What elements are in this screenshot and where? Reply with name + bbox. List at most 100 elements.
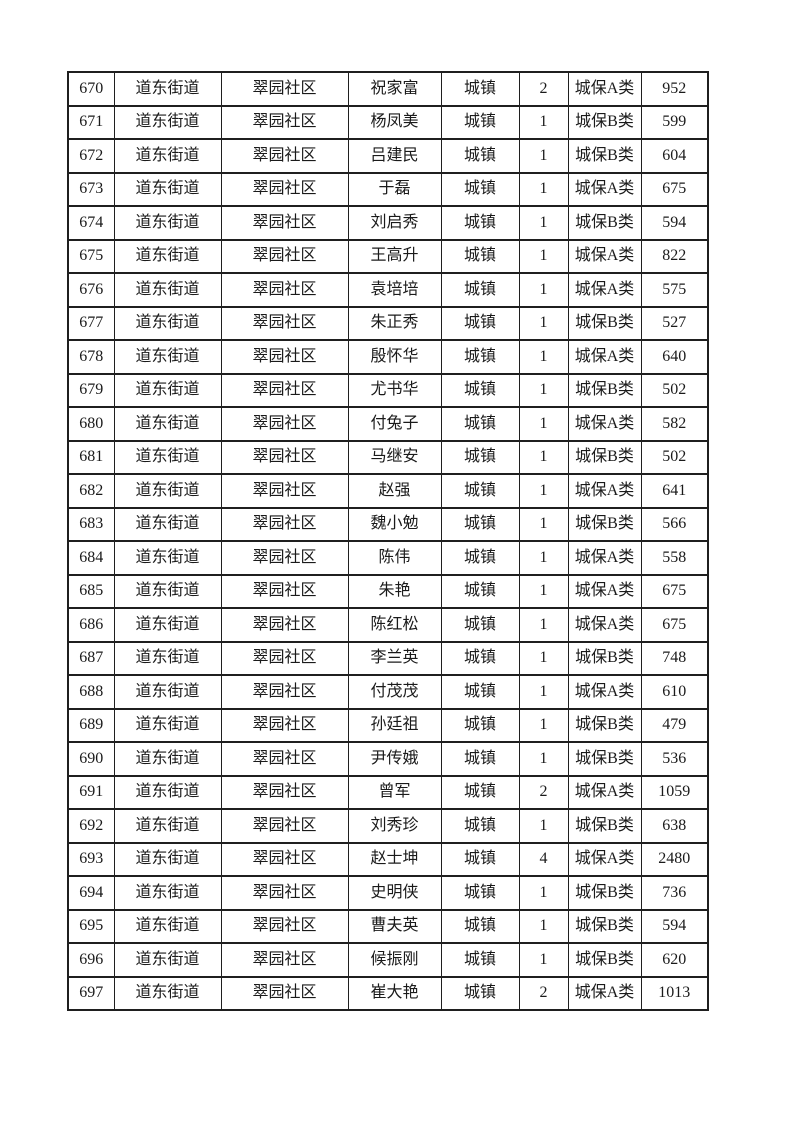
cell-household-type: 城镇 bbox=[440, 841, 520, 877]
cell-street: 道东街道 bbox=[113, 841, 222, 877]
cell-household-type: 城镇 bbox=[440, 540, 520, 576]
cell-amount: 641 bbox=[640, 473, 709, 509]
cell-category: 城保B类 bbox=[567, 875, 642, 911]
cell-amount: 479 bbox=[640, 707, 709, 743]
cell-category: 城保A类 bbox=[567, 540, 642, 576]
cell-household-type: 城镇 bbox=[440, 71, 520, 107]
cell-household-type: 城镇 bbox=[440, 372, 520, 408]
cell-household-type: 城镇 bbox=[440, 942, 520, 978]
cell-community: 翠园社区 bbox=[220, 607, 349, 643]
table-row: 683 道东街道 翠园社区 魏小勉 城镇 1 城保B类 566 bbox=[67, 506, 709, 542]
cell-seq: 687 bbox=[67, 640, 115, 676]
cell-category: 城保A类 bbox=[567, 71, 642, 107]
cell-household-type: 城镇 bbox=[440, 272, 520, 308]
cell-seq: 676 bbox=[67, 272, 115, 308]
cell-person-count: 1 bbox=[518, 573, 569, 609]
cell-amount: 575 bbox=[640, 272, 709, 308]
cell-name: 马继安 bbox=[347, 439, 442, 475]
cell-seq: 682 bbox=[67, 473, 115, 509]
table-row: 686 道东街道 翠园社区 陈红松 城镇 1 城保A类 675 bbox=[67, 607, 709, 643]
cell-street: 道东街道 bbox=[113, 272, 222, 308]
cell-person-count: 1 bbox=[518, 171, 569, 207]
cell-amount: 599 bbox=[640, 104, 709, 140]
cell-seq: 674 bbox=[67, 205, 115, 241]
cell-seq: 692 bbox=[67, 808, 115, 844]
cell-amount: 582 bbox=[640, 406, 709, 442]
cell-amount: 675 bbox=[640, 171, 709, 207]
cell-person-count: 2 bbox=[518, 71, 569, 107]
cell-community: 翠园社区 bbox=[220, 506, 349, 542]
cell-name: 朱正秀 bbox=[347, 305, 442, 341]
cell-street: 道东街道 bbox=[113, 339, 222, 375]
cell-street: 道东街道 bbox=[113, 506, 222, 542]
cell-household-type: 城镇 bbox=[440, 104, 520, 140]
cell-household-type: 城镇 bbox=[440, 674, 520, 710]
cell-household-type: 城镇 bbox=[440, 171, 520, 207]
cell-person-count: 1 bbox=[518, 138, 569, 174]
cell-person-count: 1 bbox=[518, 540, 569, 576]
cell-community: 翠园社区 bbox=[220, 339, 349, 375]
cell-person-count: 1 bbox=[518, 908, 569, 944]
cell-street: 道东街道 bbox=[113, 774, 222, 810]
cell-name: 付兔子 bbox=[347, 406, 442, 442]
cell-person-count: 1 bbox=[518, 707, 569, 743]
cell-seq: 671 bbox=[67, 104, 115, 140]
cell-name: 陈红松 bbox=[347, 607, 442, 643]
table-row: 696 道东街道 翠园社区 候振刚 城镇 1 城保B类 620 bbox=[67, 942, 709, 978]
cell-person-count: 1 bbox=[518, 439, 569, 475]
cell-community: 翠园社区 bbox=[220, 439, 349, 475]
cell-person-count: 1 bbox=[518, 372, 569, 408]
cell-community: 翠园社区 bbox=[220, 171, 349, 207]
cell-category: 城保B类 bbox=[567, 640, 642, 676]
cell-street: 道东街道 bbox=[113, 640, 222, 676]
table-row: 681 道东街道 翠园社区 马继安 城镇 1 城保B类 502 bbox=[67, 439, 709, 475]
cell-category: 城保A类 bbox=[567, 238, 642, 274]
cell-seq: 686 bbox=[67, 607, 115, 643]
cell-household-type: 城镇 bbox=[440, 138, 520, 174]
cell-community: 翠园社区 bbox=[220, 875, 349, 911]
cell-street: 道东街道 bbox=[113, 305, 222, 341]
cell-person-count: 1 bbox=[518, 406, 569, 442]
table-row: 685 道东街道 翠园社区 朱艳 城镇 1 城保A类 675 bbox=[67, 573, 709, 609]
cell-seq: 688 bbox=[67, 674, 115, 710]
table-row: 688 道东街道 翠园社区 付茂茂 城镇 1 城保A类 610 bbox=[67, 674, 709, 710]
cell-seq: 680 bbox=[67, 406, 115, 442]
cell-community: 翠园社区 bbox=[220, 841, 349, 877]
cell-seq: 696 bbox=[67, 942, 115, 978]
cell-person-count: 1 bbox=[518, 640, 569, 676]
table-row: 675 道东街道 翠园社区 王高升 城镇 1 城保A类 822 bbox=[67, 238, 709, 274]
cell-name: 刘秀珍 bbox=[347, 808, 442, 844]
cell-name: 李兰英 bbox=[347, 640, 442, 676]
cell-seq: 675 bbox=[67, 238, 115, 274]
cell-household-type: 城镇 bbox=[440, 640, 520, 676]
cell-person-count: 2 bbox=[518, 975, 569, 1011]
cell-person-count: 1 bbox=[518, 942, 569, 978]
cell-name: 孙廷祖 bbox=[347, 707, 442, 743]
cell-amount: 748 bbox=[640, 640, 709, 676]
cell-name: 曾军 bbox=[347, 774, 442, 810]
cell-name: 杨凤美 bbox=[347, 104, 442, 140]
cell-category: 城保B类 bbox=[567, 741, 642, 777]
cell-amount: 604 bbox=[640, 138, 709, 174]
cell-household-type: 城镇 bbox=[440, 875, 520, 911]
cell-street: 道东街道 bbox=[113, 540, 222, 576]
cell-name: 曹夫英 bbox=[347, 908, 442, 944]
cell-category: 城保B类 bbox=[567, 205, 642, 241]
cell-community: 翠园社区 bbox=[220, 473, 349, 509]
cell-household-type: 城镇 bbox=[440, 305, 520, 341]
cell-seq: 691 bbox=[67, 774, 115, 810]
cell-category: 城保B类 bbox=[567, 808, 642, 844]
cell-seq: 689 bbox=[67, 707, 115, 743]
table-row: 692 道东街道 翠园社区 刘秀珍 城镇 1 城保B类 638 bbox=[67, 808, 709, 844]
cell-street: 道东街道 bbox=[113, 104, 222, 140]
cell-community: 翠园社区 bbox=[220, 138, 349, 174]
table-body: 670 道东街道 翠园社区 祝家富 城镇 2 城保A类 952 671 道东街道… bbox=[67, 71, 709, 1011]
cell-street: 道东街道 bbox=[113, 707, 222, 743]
cell-street: 道东街道 bbox=[113, 372, 222, 408]
cell-name: 朱艳 bbox=[347, 573, 442, 609]
table-row: 676 道东街道 翠园社区 袁培培 城镇 1 城保A类 575 bbox=[67, 272, 709, 308]
cell-community: 翠园社区 bbox=[220, 707, 349, 743]
cell-category: 城保B类 bbox=[567, 138, 642, 174]
cell-street: 道东街道 bbox=[113, 473, 222, 509]
cell-community: 翠园社区 bbox=[220, 540, 349, 576]
